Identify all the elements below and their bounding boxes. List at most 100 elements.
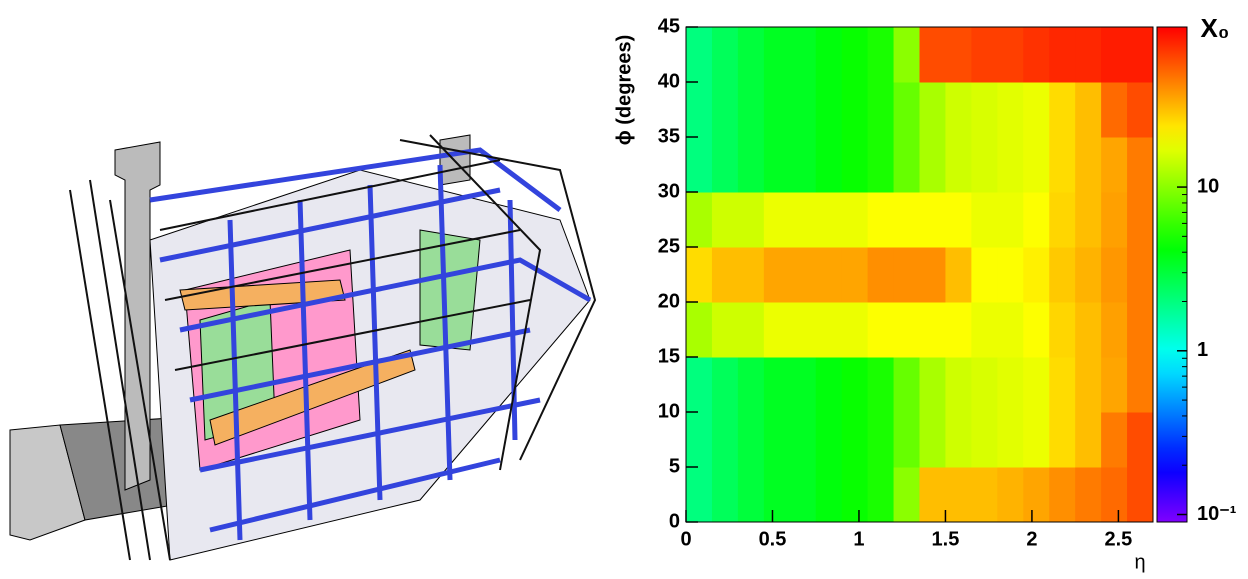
heat-cell <box>1049 82 1075 138</box>
heat-cell <box>971 82 997 138</box>
heat-cell <box>1023 192 1049 248</box>
heat-cell <box>894 302 920 358</box>
heat-cell <box>945 137 971 193</box>
heat-cell <box>816 137 842 193</box>
heat-cell <box>738 357 764 413</box>
heat-cell <box>1049 357 1075 413</box>
heat-cell <box>894 247 920 303</box>
heat-cell <box>1127 192 1153 248</box>
heat-cell <box>1023 137 1049 193</box>
heat-cell <box>1075 467 1101 523</box>
heat-cell <box>971 247 997 303</box>
heat-cell <box>790 302 816 358</box>
heat-cell <box>686 357 712 413</box>
heat-cell <box>868 192 894 248</box>
heat-cell <box>790 247 816 303</box>
heat-cell <box>764 82 790 138</box>
y-axis-label: ϕ (degrees) <box>613 35 635 146</box>
heat-cell <box>945 357 971 413</box>
heat-cell <box>816 82 842 138</box>
heat-cell <box>894 82 920 138</box>
heat-cell <box>997 247 1023 303</box>
heat-cell <box>1023 302 1049 358</box>
heat-cell <box>894 192 920 248</box>
heat-cell <box>1049 192 1075 248</box>
heat-cell <box>1075 412 1101 468</box>
heat-cell <box>790 27 816 83</box>
heat-cell <box>1101 192 1127 248</box>
x-tick-label: 2 <box>1026 528 1037 550</box>
heat-cell <box>764 412 790 468</box>
heat-cell <box>816 467 842 523</box>
heat-cell <box>868 137 894 193</box>
heat-cell <box>868 357 894 413</box>
heat-cell <box>738 82 764 138</box>
x-axis-label: η <box>1134 551 1145 573</box>
figure: ϕ (degrees) η X₀ 10⁻¹11000.511.522.50510… <box>0 0 1248 574</box>
heat-cell <box>712 137 738 193</box>
heat-cell <box>945 412 971 468</box>
heat-cell <box>712 302 738 358</box>
heat-cell <box>945 302 971 358</box>
heat-cell <box>971 357 997 413</box>
heat-cell <box>842 412 868 468</box>
heat-cell <box>920 137 946 193</box>
y-tick-label: 25 <box>658 235 680 257</box>
heat-cell <box>1023 357 1049 413</box>
heat-cell <box>1127 247 1153 303</box>
heat-cell <box>764 357 790 413</box>
heat-cell <box>686 412 712 468</box>
heat-cell <box>686 302 712 358</box>
heat-cell <box>894 27 920 83</box>
heat-cell <box>868 302 894 358</box>
heat-cell <box>686 467 712 523</box>
heat-cell <box>1049 137 1075 193</box>
x-tick-label: 1.5 <box>932 528 960 550</box>
heat-cell <box>738 467 764 523</box>
heat-cell <box>790 412 816 468</box>
heat-cell <box>1127 82 1153 138</box>
heat-cell <box>712 82 738 138</box>
heat-cell <box>842 192 868 248</box>
heat-cell <box>686 247 712 303</box>
x-tick-label: 1 <box>853 528 864 550</box>
heat-cell <box>1101 247 1127 303</box>
heat-cell <box>945 27 971 83</box>
heat-cell <box>1127 467 1153 523</box>
heat-cell <box>816 412 842 468</box>
heat-cell <box>920 27 946 83</box>
y-tick-label: 35 <box>658 125 680 147</box>
colorbar-tick-label: 1 <box>1197 339 1208 361</box>
heat-cell <box>1023 412 1049 468</box>
y-tick-label: 5 <box>669 455 680 477</box>
y-tick-label: 15 <box>658 345 680 367</box>
heat-cell <box>1049 302 1075 358</box>
y-tick-label: 20 <box>658 290 680 312</box>
heat-cell <box>894 412 920 468</box>
heat-cell <box>1023 467 1049 523</box>
x-tick-label: 0 <box>680 528 691 550</box>
heat-cell <box>894 137 920 193</box>
heat-cell <box>920 412 946 468</box>
heat-cell <box>738 412 764 468</box>
heat-cell <box>712 27 738 83</box>
y-tick-label: 30 <box>658 180 680 202</box>
heat-cell <box>764 302 790 358</box>
heat-cell <box>712 357 738 413</box>
heat-cell <box>868 27 894 83</box>
heat-cell <box>945 467 971 523</box>
heat-cell <box>842 467 868 523</box>
heat-cell <box>1127 412 1153 468</box>
x-tick-label: 2.5 <box>1105 528 1133 550</box>
heat-cell <box>1101 137 1127 193</box>
heat-cell <box>764 247 790 303</box>
detector-illustration <box>10 135 595 560</box>
heat-cell <box>971 412 997 468</box>
heat-cell <box>712 467 738 523</box>
heat-cell <box>920 82 946 138</box>
heat-cell <box>842 27 868 83</box>
heat-cell <box>816 27 842 83</box>
heat-cell <box>1075 192 1101 248</box>
heat-cell <box>686 137 712 193</box>
heat-cell <box>738 247 764 303</box>
